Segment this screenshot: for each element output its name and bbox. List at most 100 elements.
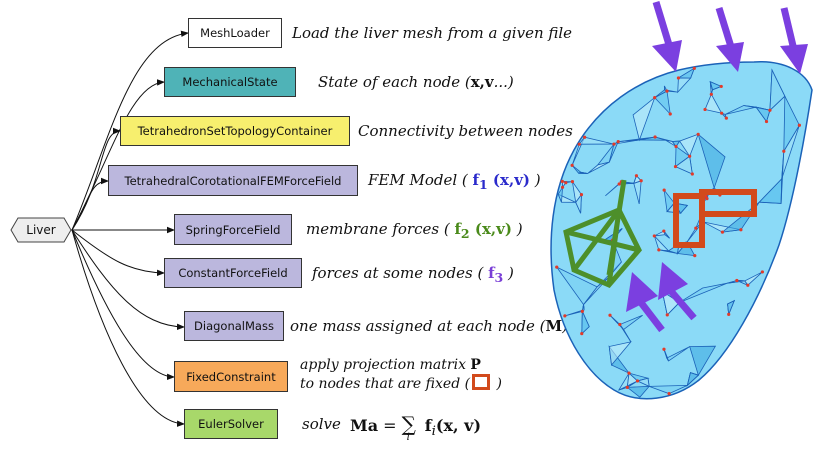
force-arrow-4 — [626, 272, 665, 333]
mesh-node-dot — [662, 229, 666, 233]
mesh-triangle — [581, 311, 590, 335]
euler-eq-op: = — [383, 416, 397, 435]
component-spring: SpringForceField — [174, 214, 292, 245]
mesh-node-dot — [693, 254, 697, 258]
fixed-marker-icon — [472, 374, 491, 390]
mesh-node-dot — [662, 188, 666, 192]
mesh-triangle — [649, 384, 688, 395]
connector-constant — [71, 229, 165, 276]
mesh-outline — [550, 61, 813, 400]
mesh-node-dot — [639, 179, 643, 183]
component-fixed: FixedConstraint — [174, 361, 288, 392]
mesh-node-dot — [676, 76, 681, 80]
mesh-triangle — [663, 188, 675, 213]
connector-meshloader — [71, 30, 189, 231]
desc-meshloader: Load the liver mesh from a given file — [292, 24, 572, 42]
mesh-triangle — [769, 68, 786, 112]
mesh-node-dot — [634, 174, 639, 178]
mesh-triangle — [578, 171, 588, 174]
component-meshloader-label: MeshLoader — [200, 26, 270, 40]
mesh-triangle — [661, 290, 681, 316]
mesh-node-dot — [653, 135, 657, 139]
desc-fem-math: f1 (x,v) — [473, 171, 530, 192]
mesh-node-dot — [564, 181, 568, 185]
mesh-triangle — [626, 385, 651, 398]
mesh-node-dot — [727, 312, 731, 316]
mesh-node-dot — [782, 149, 786, 153]
desc-fem-pre: FEM Model ( — [368, 171, 473, 189]
component-fem-label: TetrahedralCorotationalFEMForceField — [124, 173, 342, 188]
mesh-triangle — [587, 161, 610, 174]
mesh-triangle — [578, 136, 615, 145]
mesh-node-dot — [709, 92, 713, 96]
mesh-triangle — [633, 175, 642, 184]
desc-mass: one mass assigned at each node (M) — [290, 317, 568, 335]
mesh-node-dot — [720, 230, 725, 234]
desc-spring-args: (x,v) — [469, 220, 512, 238]
mesh-triangle — [686, 372, 700, 387]
mesh-node-dot — [563, 314, 567, 318]
mesh-triangle — [658, 249, 678, 254]
euler-eq-sum: ∑ — [401, 412, 416, 436]
liver-node: Liver — [10, 217, 72, 243]
mesh-triangle — [618, 136, 656, 143]
mesh-node-dot — [577, 142, 581, 146]
mesh-node-dot — [768, 108, 772, 112]
desc-constant-pre: forces at some nodes ( — [312, 264, 489, 282]
mesh-triangle — [608, 341, 632, 366]
mesh-triangle — [727, 299, 736, 315]
mesh-node-dot — [764, 119, 769, 124]
desc-euler-pre: solve — [302, 415, 341, 433]
desc-constant: forces at some nodes ( f3 ) — [312, 264, 514, 287]
desc-spring-f: f — [454, 220, 461, 238]
component-mechanicalstate: MechanicalState — [164, 67, 296, 97]
fixed-node-markers — [673, 189, 757, 248]
mesh-triangles — [556, 67, 800, 398]
mesh-nodes — [555, 66, 801, 396]
mesh-triangle — [654, 90, 671, 116]
mesh-node-dot — [570, 163, 574, 167]
component-meshloader: MeshLoader — [188, 18, 282, 48]
mesh-node-dot — [720, 111, 724, 115]
mesh-triangle — [679, 133, 699, 158]
desc-spring: membrane forces ( f2 (x,v) ) — [306, 220, 523, 243]
mesh-triangle — [618, 380, 638, 391]
force-arrow-5 — [658, 262, 697, 321]
mesh-node-dot — [653, 96, 657, 100]
desc-euler-solve: solve — [302, 415, 341, 433]
mesh-node-dot — [704, 194, 708, 199]
mesh-triangle — [557, 187, 563, 203]
euler-eq-f: f — [424, 416, 432, 435]
euler-equation: Ma = ∑ i fi(x, v) — [350, 412, 481, 443]
desc-spring-math: f2 (x,v) — [454, 220, 512, 241]
mesh-node-dot — [719, 84, 723, 89]
desc-spring-sub: 2 — [460, 226, 470, 241]
force-arrow-3 — [780, 7, 808, 74]
mesh-node-dot — [688, 154, 692, 158]
euler-eq-lhs: Ma — [350, 416, 379, 435]
mesh-node-dot — [657, 248, 661, 252]
desc-spring-post: ) — [511, 220, 523, 238]
desc-constant-f: f — [488, 264, 495, 282]
fixed-marker-1 — [673, 193, 705, 248]
mesh-triangle — [663, 230, 670, 239]
desc-constant-math: f3 — [488, 264, 504, 285]
mesh-node-dot — [612, 142, 616, 146]
mesh-node-dot — [667, 392, 671, 396]
mesh-triangle — [636, 377, 650, 388]
mesh-node-dot — [760, 270, 764, 274]
mesh-node-dot — [608, 313, 612, 317]
mesh-triangle — [671, 140, 681, 148]
desc-constant-sub: 3 — [494, 270, 504, 285]
component-spring-label: SpringForceField — [185, 222, 281, 237]
liver-node-label: Liver — [26, 223, 56, 237]
mesh-node-dot — [662, 347, 666, 351]
mesh-node-dot — [652, 234, 656, 238]
desc-constant-post: ) — [503, 264, 514, 282]
mesh-node-dot — [665, 89, 669, 93]
mesh-triangle — [608, 140, 620, 163]
mesh-triangle — [619, 314, 643, 331]
mesh-node-dot — [635, 379, 640, 383]
